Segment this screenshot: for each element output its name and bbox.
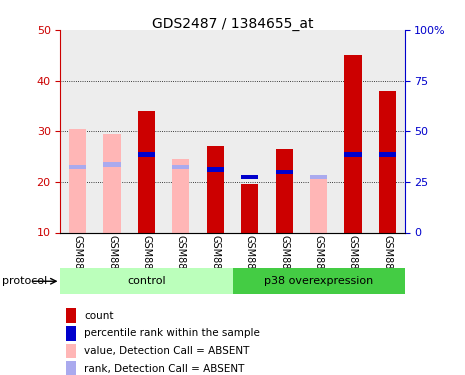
Text: rank, Detection Call = ABSENT: rank, Detection Call = ABSENT [84,363,245,374]
Bar [379,152,396,157]
Bar [370,30,405,232]
Text: control: control [127,276,166,286]
Bar [138,152,155,157]
Bar [103,162,121,166]
Bar [206,167,224,172]
Bar [336,30,370,232]
Bar [379,91,396,232]
Bar [60,30,95,232]
Bar [310,179,327,232]
Bar [276,170,293,174]
Text: count: count [84,311,114,321]
Bar [172,165,190,169]
Bar [232,30,267,232]
Bar [138,111,155,232]
Bar [344,56,362,232]
Text: GDS2487 / 1384655_at: GDS2487 / 1384655_at [152,17,313,31]
Bar [66,344,76,358]
Text: percentile rank within the sample: percentile rank within the sample [84,328,260,339]
Bar [344,152,362,157]
Bar [69,165,86,169]
Bar [164,30,198,232]
Bar [241,184,259,232]
Bar [69,129,86,232]
Bar [129,30,164,232]
Bar [310,175,327,179]
Bar [66,326,76,341]
Bar [276,149,293,232]
Bar [103,134,121,232]
Text: protocol: protocol [2,276,47,286]
Bar [232,268,405,294]
Bar [206,147,224,232]
Bar [66,309,76,323]
Text: value, Detection Call = ABSENT: value, Detection Call = ABSENT [84,346,250,356]
Bar [60,268,232,294]
Bar [241,175,259,179]
Bar [267,30,301,232]
Bar [172,159,190,232]
Bar [198,30,232,232]
Text: p38 overexpression: p38 overexpression [264,276,373,286]
Bar [66,361,76,375]
Bar [301,30,336,232]
Bar [95,30,129,232]
